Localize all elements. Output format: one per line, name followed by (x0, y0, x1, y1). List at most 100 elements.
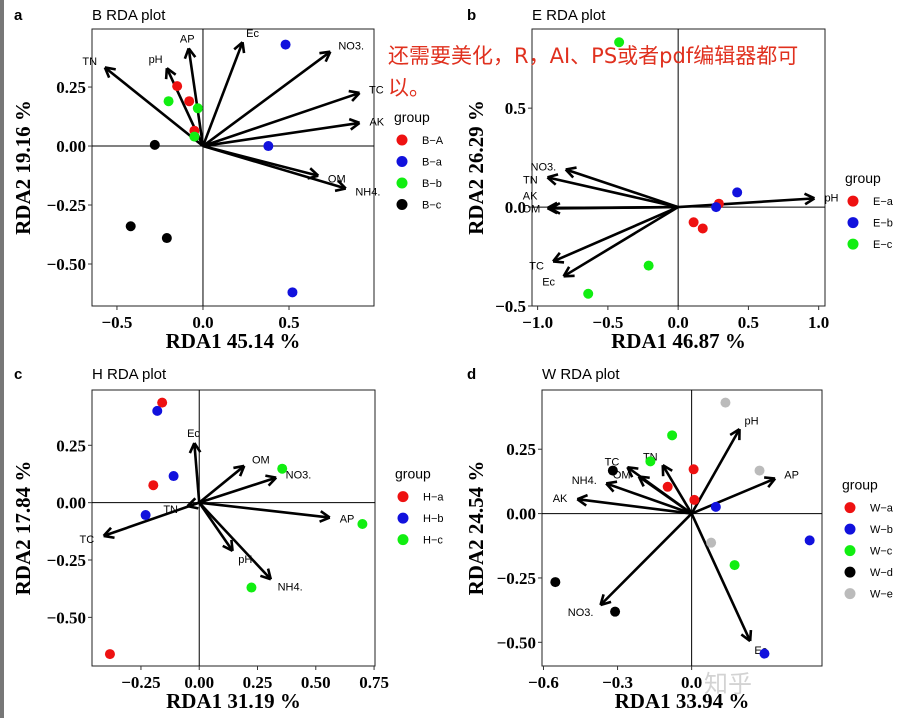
arrow-head (576, 498, 587, 507)
arrow-NO3. (599, 512, 693, 606)
legend-label: B−b (422, 178, 442, 190)
arrow-label: NH4. (278, 582, 303, 594)
arrow-head (627, 465, 639, 470)
arrow-TN (104, 66, 204, 148)
arrow-head (337, 179, 347, 190)
arrow-TC (103, 501, 200, 538)
y-tick-label: 0.25 (56, 78, 86, 97)
point-a-2 (163, 96, 174, 107)
arrow-head (319, 516, 331, 523)
panel-c: c H RDA plot −0.25 0.00 0.25 0.50 0.75 −0.50 −0.… (11, 366, 444, 713)
x-tick-label: −1.0 (522, 313, 553, 332)
arrow-head (233, 41, 244, 51)
point-a-2 (189, 131, 200, 142)
arrow-Ec (193, 442, 201, 503)
x-tick-label: 0.50 (301, 673, 331, 692)
arrow-head (266, 568, 273, 580)
legend-title: group (842, 477, 878, 493)
point-d-4 (754, 465, 765, 476)
x-axis-title: RDA1 46.87 % (611, 329, 746, 353)
arrow-label: OM (523, 204, 541, 216)
point-a-3 (149, 139, 160, 150)
arrow-head (309, 167, 320, 177)
legend-swatch (844, 566, 856, 578)
arrow-AP (187, 48, 205, 147)
arrow-head (547, 173, 559, 179)
point-b-1 (732, 187, 743, 198)
arrow-label: TN (523, 174, 538, 186)
arrow-label: TC (369, 85, 384, 97)
arrow-head (599, 594, 605, 606)
arrow-head (241, 42, 246, 54)
y-tick-label: −0.25 (47, 551, 86, 570)
arrow-pH (678, 197, 815, 209)
x-axis-title: RDA1 33.94 % (615, 689, 750, 713)
legend-swatch (844, 502, 856, 514)
panel-a: a B RDA plot −0.5 0.0 0.5 −0.50 −0.25 0.00 0.25 R… (11, 7, 444, 353)
arrow-label: NH4. (355, 186, 380, 198)
point-d-4 (720, 397, 731, 408)
point-d-2 (667, 430, 678, 441)
arrow-head (104, 66, 116, 71)
arrow-AP (199, 501, 330, 519)
legend-swatch (847, 195, 859, 207)
point-d-3 (610, 606, 621, 617)
arrow-label: pH (238, 554, 252, 566)
y-tick-label: −0.25 (47, 196, 86, 215)
point-c-0 (148, 480, 159, 491)
point-a-1 (287, 287, 298, 298)
arrow-Ec (690, 513, 752, 642)
arrow-head (164, 68, 169, 80)
y-tick-label: −0.25 (497, 569, 536, 588)
x-tick-label: −0.3 (602, 673, 633, 692)
arrow-head (186, 497, 197, 508)
point-c-2 (277, 463, 288, 474)
y-tick-label: 0.00 (56, 494, 86, 513)
legend-swatch (396, 177, 408, 189)
x-tick-label: −0.6 (528, 673, 559, 692)
arrow-head (103, 66, 111, 79)
y-axis-title: RDA2 19.16 % (11, 100, 35, 235)
legend-swatch (844, 545, 856, 557)
plot-area (541, 389, 823, 667)
watermark: 知乎 (704, 670, 752, 698)
arrow-NO3. (565, 168, 679, 209)
y-tick-label: 0.0 (505, 198, 526, 217)
point-b-2 (614, 37, 625, 48)
x-tick-label: 1.0 (808, 313, 829, 332)
arrow-label: Ec (246, 28, 259, 40)
arrow-Ec (201, 41, 244, 147)
legend-label: W−d (870, 567, 893, 579)
arrow-head (222, 544, 234, 552)
point-d-1 (710, 501, 721, 512)
arrow-AK (577, 497, 692, 515)
legend-label: W−c (870, 546, 893, 558)
point-d-1 (759, 648, 770, 659)
legend-label: E−b (873, 218, 893, 230)
legend-swatch (396, 156, 408, 168)
arrow-head (662, 464, 673, 472)
arrow-head (319, 50, 331, 55)
x-tick-label: 0.0 (681, 673, 702, 692)
arrow-AP (691, 477, 776, 515)
arrow-label: TC (80, 534, 95, 546)
y-tick-label: −0.50 (47, 255, 86, 274)
arrow-NH4. (605, 482, 693, 515)
x-axis-title: RDA1 31.19 % (166, 689, 301, 713)
arrow-label: AK (523, 191, 538, 203)
x-axis-title: RDA1 45.14 % (166, 329, 301, 353)
legend-label: H−a (423, 492, 444, 504)
arrow-OM (198, 464, 246, 504)
arrow-head (804, 197, 816, 206)
arrow-Ec (562, 205, 679, 278)
point-d-0 (689, 494, 700, 505)
point-a-0 (184, 96, 195, 107)
arrow-head (767, 477, 777, 488)
point-a-1 (263, 141, 274, 152)
x-tick-label: 0.25 (243, 673, 273, 692)
arrow-head (546, 201, 558, 210)
arrow-AK (547, 205, 679, 210)
arrow-head (233, 464, 245, 470)
